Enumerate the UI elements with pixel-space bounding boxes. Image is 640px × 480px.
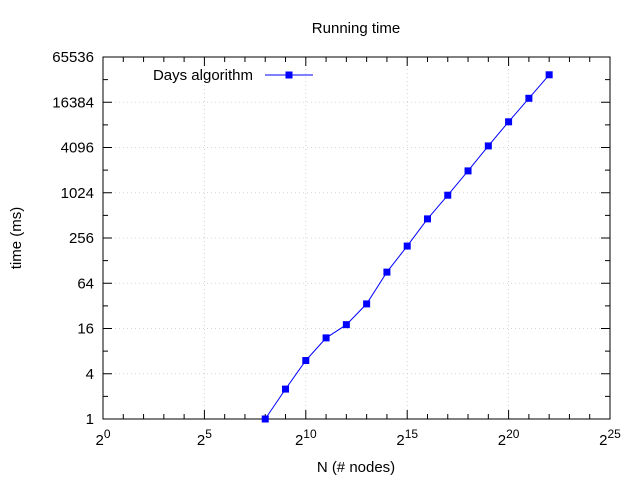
data-point bbox=[464, 167, 472, 175]
data-point bbox=[282, 385, 290, 393]
x-axis-label: N (# nodes) bbox=[317, 459, 395, 476]
y-tick-label: 1024 bbox=[61, 185, 94, 202]
legend-marker-sample bbox=[285, 71, 293, 79]
axis-ticks: 1 4 16 64 256 1024 4096 16384 65536 20 25 210 215 220… bbox=[52, 49, 621, 449]
data-point bbox=[484, 142, 492, 150]
y-tick-label: 256 bbox=[69, 230, 94, 247]
legend-label: Days algorithm bbox=[153, 67, 253, 84]
data-point bbox=[525, 94, 533, 102]
data-point bbox=[363, 300, 371, 308]
data-point bbox=[261, 415, 269, 423]
y-tick-label: 4 bbox=[86, 366, 94, 383]
data-point bbox=[545, 71, 553, 79]
x-tick-label: 25 bbox=[197, 427, 212, 449]
data-point bbox=[505, 118, 513, 126]
y-tick-label: 64 bbox=[77, 275, 94, 292]
x-tick-label: 210 bbox=[295, 427, 317, 449]
x-tick-label: 225 bbox=[599, 427, 621, 449]
data-point bbox=[383, 268, 391, 276]
y-tick-label: 16384 bbox=[52, 94, 94, 111]
y-tick-label: 4096 bbox=[61, 140, 94, 157]
data-point bbox=[302, 357, 310, 365]
data-series bbox=[261, 71, 553, 423]
grid bbox=[103, 57, 610, 419]
x-tick-label: 220 bbox=[498, 427, 520, 449]
data-point bbox=[322, 334, 330, 342]
data-point bbox=[444, 191, 452, 199]
y-tick-label: 65536 bbox=[52, 49, 94, 66]
y-axis-label: time (ms) bbox=[8, 207, 25, 270]
data-point bbox=[342, 321, 350, 329]
x-tick-label: 215 bbox=[396, 427, 418, 449]
chart-title: Running time bbox=[312, 20, 400, 37]
x-tick-label: 20 bbox=[95, 427, 110, 449]
legend: Days algorithm bbox=[153, 67, 313, 84]
data-point bbox=[403, 242, 411, 250]
data-point bbox=[423, 215, 431, 223]
y-tick-label: 1 bbox=[86, 411, 94, 428]
y-tick-label: 16 bbox=[77, 321, 94, 338]
